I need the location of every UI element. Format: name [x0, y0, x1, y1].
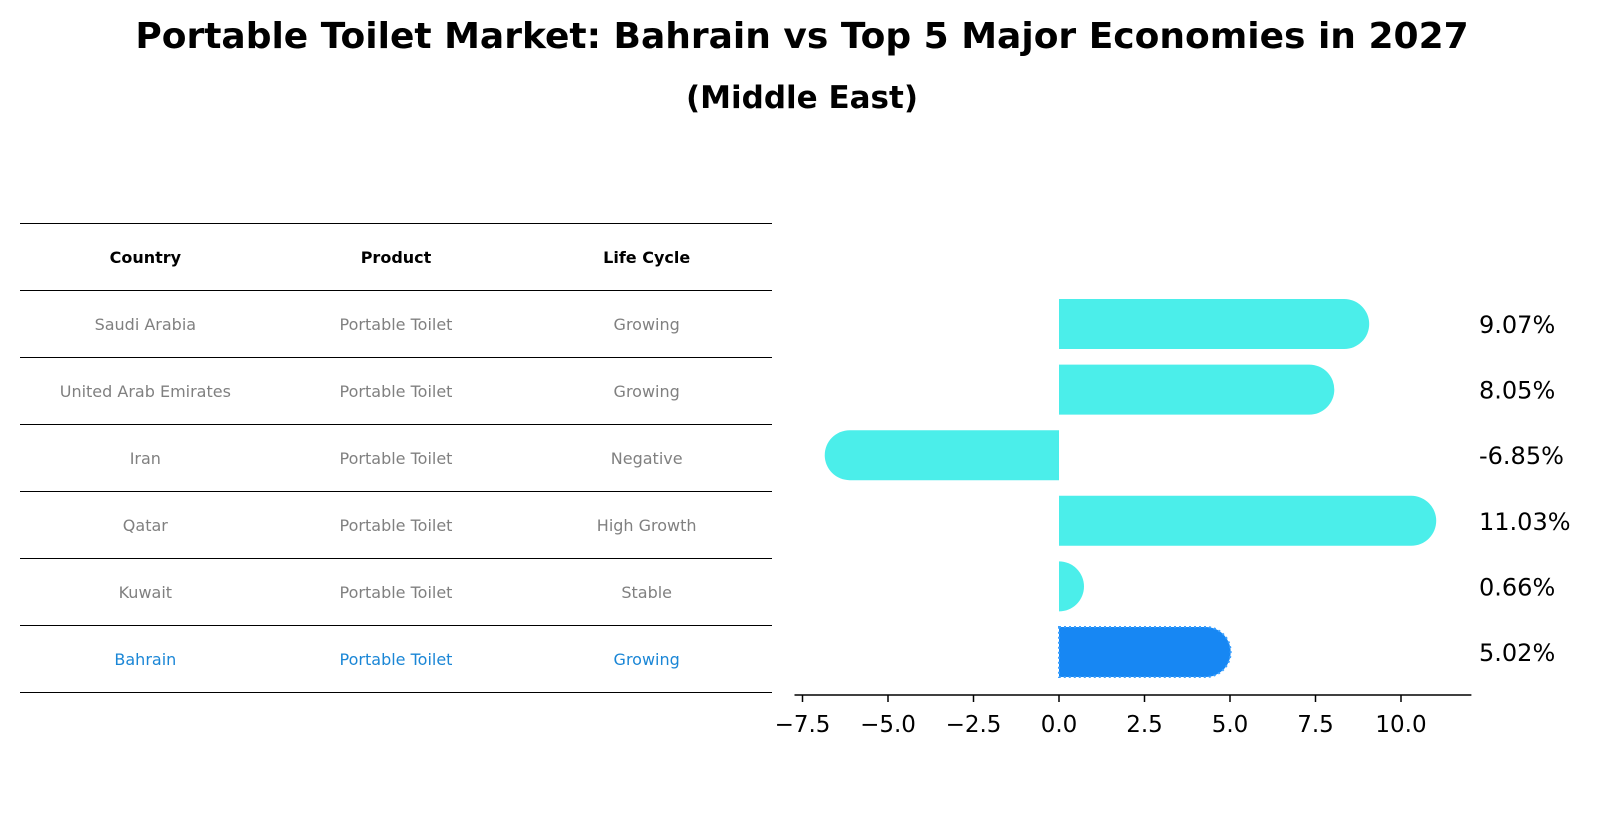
x-tick-label: 5.0	[1212, 712, 1249, 738]
cell-product: Portable Toilet	[339, 515, 453, 535]
x-tick-label: 7.5	[1297, 712, 1334, 738]
chart-subtitle: (Middle East)	[685, 80, 918, 116]
bar-kuwait	[1059, 561, 1084, 612]
chart-title: Portable Toilet Market: Bahrain vs Top 5…	[135, 16, 1469, 57]
cell-country: United Arab Emirates	[59, 381, 231, 401]
bar-saudi-arabia	[1059, 299, 1370, 349]
cell-product: Portable Toilet	[339, 582, 453, 602]
x-tick-label: 10.0	[1375, 712, 1426, 738]
cell-life-cycle: Stable	[621, 582, 673, 602]
cell-country: Qatar	[122, 515, 168, 535]
header-life-cycle: Life Cycle	[603, 247, 691, 267]
cell-life-cycle: Growing	[613, 649, 680, 669]
bar-qatar	[1059, 495, 1437, 546]
cell-life-cycle: High Growth	[596, 515, 697, 535]
x-tick-label: −2.5	[946, 712, 1002, 738]
bar-value-label: 8.05%	[1479, 377, 1555, 405]
table-row: Iran Portable Toilet Negative	[20, 425, 772, 492]
comparison-table: Country Product Life Cycle Saudi Arabia …	[20, 223, 772, 693]
bar-iran	[824, 430, 1059, 481]
bar-value-label: 11.03%	[1479, 508, 1571, 536]
table-row: United Arab Emirates Portable Toilet Gro…	[20, 358, 772, 425]
table-row: Qatar Portable Toilet High Growth	[20, 492, 772, 559]
cell-product: Portable Toilet	[339, 649, 453, 669]
table-row-highlight: Bahrain Portable Toilet Growing	[20, 626, 772, 693]
cell-product: Portable Toilet	[339, 381, 453, 401]
cell-product: Portable Toilet	[339, 448, 453, 468]
table-row: Kuwait Portable Toilet Stable	[20, 559, 772, 626]
cell-life-cycle: Growing	[613, 381, 680, 401]
x-tick-label: 2.5	[1126, 712, 1163, 738]
cell-life-cycle: Negative	[610, 448, 683, 468]
cell-country: Saudi Arabia	[94, 314, 197, 334]
bar-value-label: -6.85%	[1479, 442, 1564, 470]
bar-value-label: 0.66%	[1479, 573, 1555, 601]
x-tick-label: 0.0	[1041, 712, 1078, 738]
cell-product: Portable Toilet	[339, 314, 453, 334]
bar-value-label: 5.02%	[1479, 639, 1555, 667]
bar-value-label: 9.07%	[1479, 311, 1555, 339]
x-tick-label: −5.0	[860, 712, 916, 738]
x-tick-label: −7.5	[775, 712, 831, 738]
bar-bahrain	[1058, 626, 1232, 678]
cell-life-cycle: Growing	[613, 314, 680, 334]
header-country: Country	[109, 247, 182, 267]
bar-united-arab-emirates	[1059, 364, 1335, 415]
cell-country: Kuwait	[118, 582, 173, 602]
cell-country: Iran	[129, 448, 161, 468]
table-row: Saudi Arabia Portable Toilet Growing	[20, 291, 772, 358]
header-product: Product	[360, 247, 432, 267]
table-header-row: Country Product Life Cycle	[20, 224, 772, 291]
cell-country: Bahrain	[114, 649, 177, 669]
